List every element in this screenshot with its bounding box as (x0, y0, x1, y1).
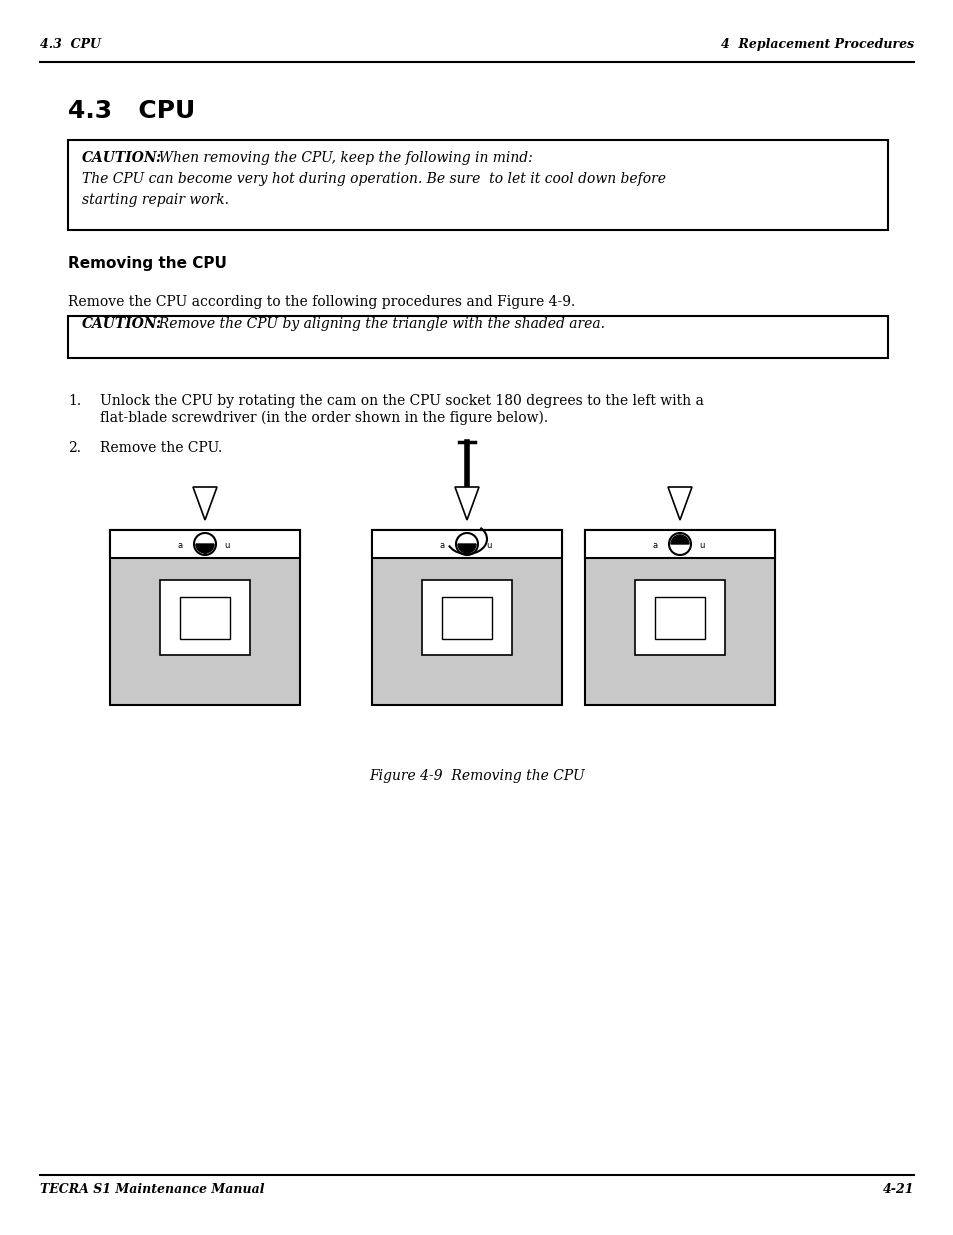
Bar (180, 597, 230, 638)
Bar (372, 530, 561, 558)
Text: Remove the CPU by aligning the triangle with the shaded area.: Remove the CPU by aligning the triangle … (150, 317, 604, 331)
Text: 2.: 2. (68, 441, 81, 454)
Text: a: a (177, 541, 182, 550)
Text: 4.3  CPU: 4.3 CPU (40, 38, 101, 51)
Text: 4.3   CPU: 4.3 CPU (68, 99, 195, 124)
Bar (421, 580, 512, 655)
Text: a: a (439, 541, 444, 550)
Polygon shape (667, 487, 691, 520)
Text: starting repair work.: starting repair work. (82, 193, 229, 207)
Text: Unlock the CPU by rotating the cam on the CPU socket 180 degrees to the left wit: Unlock the CPU by rotating the cam on th… (100, 394, 703, 408)
Text: u: u (224, 541, 230, 550)
Text: a: a (652, 541, 657, 550)
Bar (372, 530, 561, 705)
Text: CAUTION:: CAUTION: (82, 151, 162, 165)
Text: Remove the CPU.: Remove the CPU. (100, 441, 222, 454)
Bar (584, 530, 774, 558)
Text: The CPU can become very hot during operation. Be sure  to let it cool down befor: The CPU can become very hot during opera… (82, 172, 665, 186)
Text: 4  Replacement Procedures: 4 Replacement Procedures (720, 38, 913, 51)
Bar (110, 530, 299, 705)
Bar (635, 580, 724, 655)
Polygon shape (193, 487, 216, 520)
Bar (160, 580, 250, 655)
Polygon shape (455, 487, 478, 520)
Bar (584, 530, 774, 705)
Text: 4-21: 4-21 (882, 1183, 913, 1195)
Bar (655, 597, 704, 638)
Wedge shape (457, 543, 476, 553)
Text: CAUTION:: CAUTION: (82, 317, 162, 331)
Text: Figure 4-9  Removing the CPU: Figure 4-9 Removing the CPU (369, 769, 584, 783)
Wedge shape (195, 543, 213, 553)
Text: u: u (699, 541, 704, 550)
FancyBboxPatch shape (68, 140, 887, 230)
Text: u: u (486, 541, 491, 550)
Text: When removing the CPU, keep the following in mind:: When removing the CPU, keep the followin… (150, 151, 532, 165)
FancyBboxPatch shape (68, 316, 887, 358)
Text: Removing the CPU: Removing the CPU (68, 256, 227, 270)
Bar (441, 597, 492, 638)
Text: flat-blade screwdriver (in the order shown in the figure below).: flat-blade screwdriver (in the order sho… (100, 410, 548, 425)
Wedge shape (670, 535, 688, 543)
Bar (110, 530, 299, 558)
Text: TECRA S1 Maintenance Manual: TECRA S1 Maintenance Manual (40, 1183, 264, 1195)
Circle shape (668, 534, 690, 555)
Circle shape (456, 534, 477, 555)
Text: Remove the CPU according to the following procedures and Figure 4-9.: Remove the CPU according to the followin… (68, 295, 575, 309)
Circle shape (193, 534, 215, 555)
Text: 1.: 1. (68, 394, 81, 408)
